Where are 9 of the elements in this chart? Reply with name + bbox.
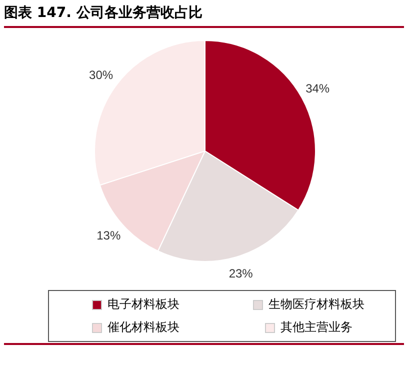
legend-label: 生物医疗材料板块 xyxy=(268,296,364,313)
data-label: 34% xyxy=(306,81,330,96)
data-label: 23% xyxy=(228,266,254,281)
data-label: 13% xyxy=(96,228,121,242)
chart-title: 图表 147. 公司各业务营收占比 xyxy=(4,4,404,28)
legend-label: 其他主营业务 xyxy=(280,319,352,336)
data-label: 30% xyxy=(89,68,114,82)
legend-label: 电子材料板块 xyxy=(108,296,180,313)
legend-label: 催化材料板块 xyxy=(108,319,180,336)
